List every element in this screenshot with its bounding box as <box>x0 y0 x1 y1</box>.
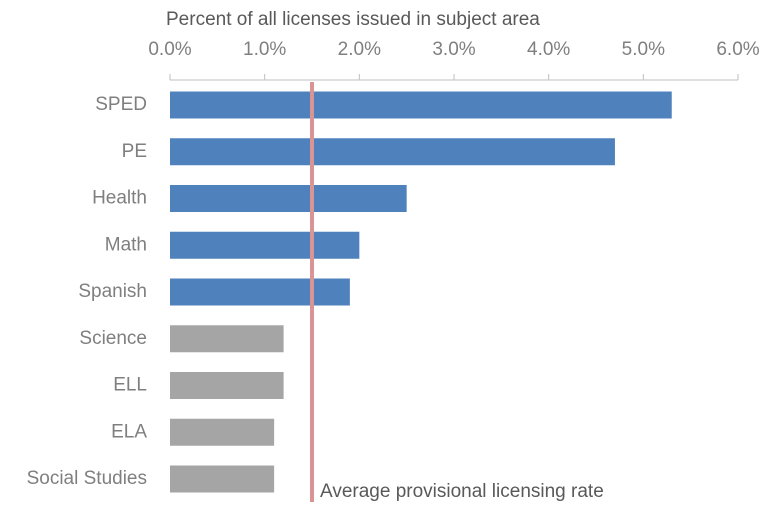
bar <box>170 325 284 353</box>
x-tick-label: 3.0% <box>432 39 475 60</box>
y-tick-label: Math <box>105 234 147 255</box>
bar <box>170 138 615 166</box>
x-tick-label: 4.0% <box>527 39 570 60</box>
bar <box>170 91 672 119</box>
y-tick-label: Health <box>92 188 147 209</box>
y-tick-label: Science <box>79 328 147 349</box>
y-tick-label: Spanish <box>78 281 147 302</box>
y-tick-label: PE <box>122 141 147 162</box>
bar <box>170 278 350 306</box>
y-tick-label: Social Studies <box>27 468 147 489</box>
y-tick-label: ELA <box>111 421 147 442</box>
x-tick-label: 5.0% <box>622 39 665 60</box>
bar <box>170 418 275 446</box>
axis-title: Percent of all licenses issued in subjec… <box>166 9 540 30</box>
bar <box>170 465 275 493</box>
x-tick-label: 6.0% <box>716 39 759 60</box>
x-tick-label: 2.0% <box>338 39 381 60</box>
x-tick-label: 1.0% <box>243 39 286 60</box>
x-tick-label: 0.0% <box>148 39 191 60</box>
y-tick-label: SPED <box>95 94 147 115</box>
bar <box>170 231 360 259</box>
reference-label: Average provisional licensing rate <box>320 481 604 502</box>
y-tick-label: ELL <box>113 375 147 396</box>
bar <box>170 372 284 399</box>
bar <box>170 185 407 212</box>
